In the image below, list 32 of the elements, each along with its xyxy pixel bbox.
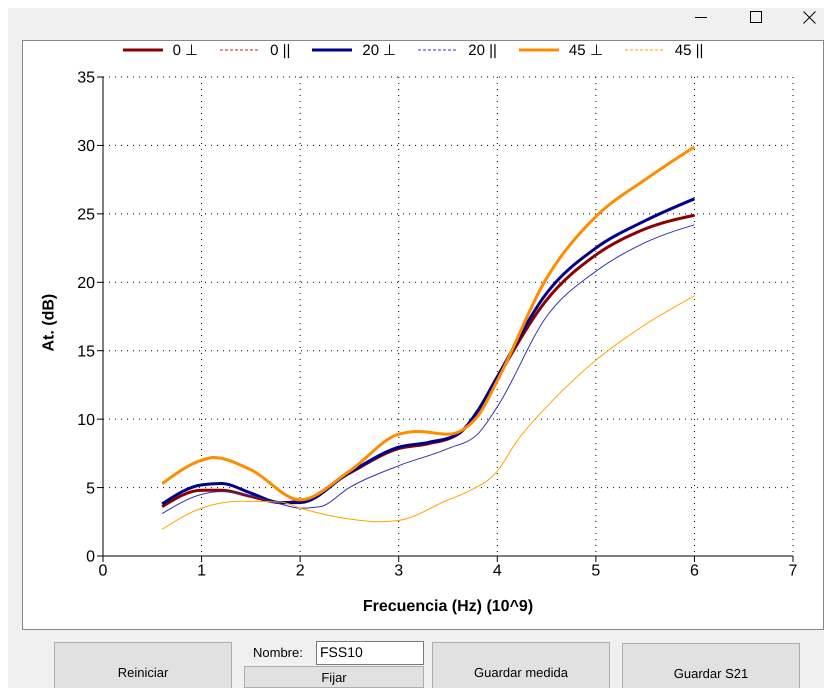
text: Nombre: bbox=[253, 645, 303, 660]
x-tick-label: 1 bbox=[197, 562, 206, 580]
text: Reiniciar bbox=[116, 664, 170, 682]
y-tick-label: 20 bbox=[77, 274, 96, 292]
legend-label: 45 || bbox=[674, 42, 704, 58]
line-series bbox=[162, 295, 695, 530]
x-axis-title: Frecuencia (Hz) (10^9) bbox=[362, 598, 534, 615]
y-tick-label: 10 bbox=[77, 412, 96, 429]
y-tick-label: 30 bbox=[77, 138, 96, 156]
y-tick-label: 25 bbox=[77, 206, 96, 224]
y-tick-label: 15 bbox=[77, 343, 96, 360]
y-tick-label: 35 bbox=[77, 70, 96, 87]
x-tick-label: 7 bbox=[788, 562, 798, 580]
x-tick-label: 2 bbox=[296, 562, 305, 580]
legend-label: 20 ⊥ bbox=[362, 41, 396, 59]
legend-label: 0 || bbox=[270, 42, 290, 58]
x-tick-label: 6 bbox=[690, 562, 699, 580]
x-tick-label: 3 bbox=[394, 562, 404, 580]
legend-label: 20 || bbox=[468, 42, 497, 58]
legend-label: 0 ⊥ bbox=[172, 41, 198, 59]
x-tick-label: 4 bbox=[492, 562, 502, 580]
y-tick-label: 0 bbox=[86, 548, 96, 566]
y-axis-title: At. (dB) bbox=[40, 294, 58, 352]
line-series bbox=[160, 145, 696, 502]
x-tick-label: 5 bbox=[591, 562, 600, 580]
x-tick-label: 0 bbox=[98, 562, 108, 580]
text: Guardar medida bbox=[473, 664, 569, 682]
text: Fijar bbox=[244, 666, 424, 688]
y-tick-label: 5 bbox=[86, 480, 96, 498]
legend-label: 45 ⊥ bbox=[568, 41, 603, 59]
text: Guardar S21 bbox=[672, 664, 750, 682]
text: FSS10 bbox=[316, 641, 424, 665]
